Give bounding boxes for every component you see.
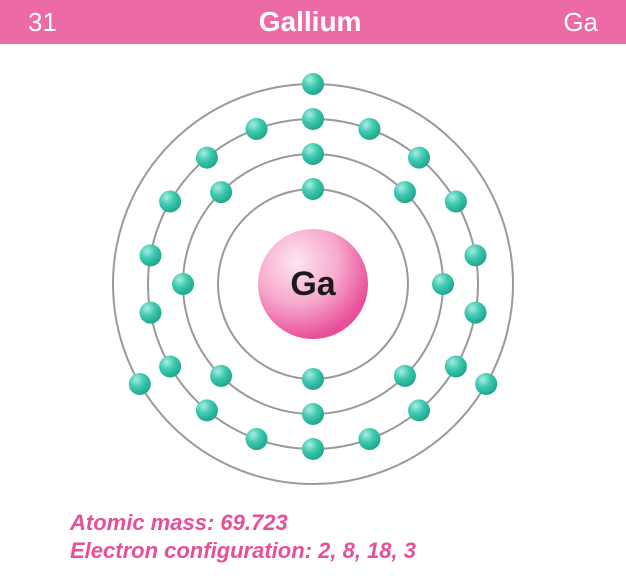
electron xyxy=(432,273,454,295)
electron xyxy=(302,178,324,200)
electron xyxy=(408,147,430,169)
electron xyxy=(246,118,268,140)
element-symbol: Ga xyxy=(563,7,598,38)
electron xyxy=(302,108,324,130)
electron xyxy=(246,428,268,450)
electron xyxy=(159,191,181,213)
atomic-mass-line: Atomic mass: 69.723 xyxy=(70,510,416,536)
electron xyxy=(129,373,151,395)
electron xyxy=(408,399,430,421)
atomic-mass-label: Atomic mass: xyxy=(70,510,214,535)
element-properties: Atomic mass: 69.723 Electron configurati… xyxy=(70,510,416,566)
electron xyxy=(172,273,194,295)
electron xyxy=(445,356,467,378)
nucleus-label: Ga xyxy=(290,265,336,303)
electron-config-label: Electron configuration: xyxy=(70,538,312,563)
bohr-diagram: Ga xyxy=(0,44,626,504)
electron xyxy=(464,244,486,266)
electron xyxy=(196,399,218,421)
electron xyxy=(140,302,162,324)
electron xyxy=(210,181,232,203)
element-header: 31 Gallium Ga xyxy=(0,0,626,44)
electron xyxy=(464,302,486,324)
electron xyxy=(302,403,324,425)
electron xyxy=(394,181,416,203)
electron-config-line: Electron configuration: 2, 8, 18, 3 xyxy=(70,538,416,564)
electron xyxy=(302,438,324,460)
electron xyxy=(358,118,380,140)
electron-config-value: 2, 8, 18, 3 xyxy=(318,538,416,563)
element-name: Gallium xyxy=(259,6,362,38)
electron xyxy=(302,73,324,95)
electron xyxy=(302,368,324,390)
atom-svg: Ga xyxy=(0,44,626,504)
electron xyxy=(210,365,232,387)
electron xyxy=(302,143,324,165)
electron xyxy=(358,428,380,450)
electron xyxy=(445,191,467,213)
electron xyxy=(140,244,162,266)
electron xyxy=(394,365,416,387)
electron xyxy=(475,373,497,395)
electron xyxy=(196,147,218,169)
electron xyxy=(159,356,181,378)
atomic-mass-value: 69.723 xyxy=(220,510,287,535)
atomic-number: 31 xyxy=(28,7,57,38)
